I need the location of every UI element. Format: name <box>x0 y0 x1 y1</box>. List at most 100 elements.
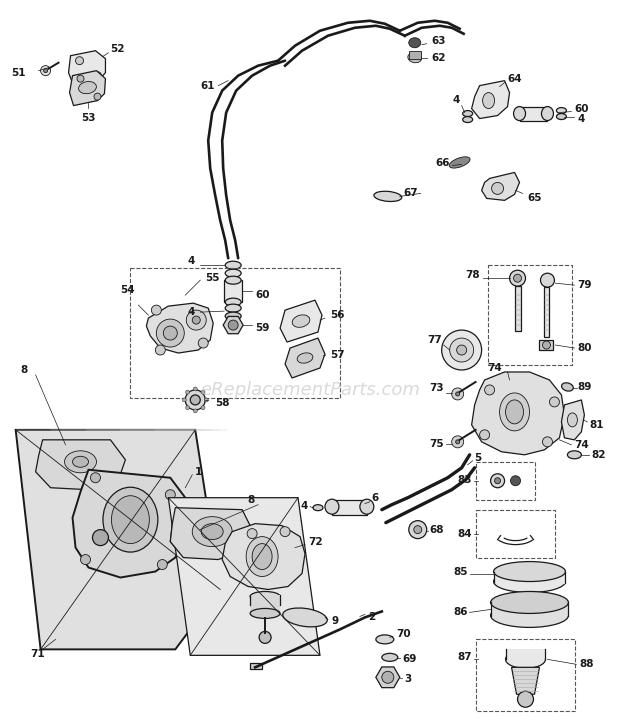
Polygon shape <box>223 317 243 333</box>
Polygon shape <box>482 173 520 200</box>
Circle shape <box>457 345 467 355</box>
Circle shape <box>414 526 422 534</box>
Text: 56: 56 <box>330 310 345 320</box>
Text: 87: 87 <box>457 652 472 662</box>
Text: 4: 4 <box>188 256 195 266</box>
Circle shape <box>480 430 490 440</box>
Ellipse shape <box>562 383 574 391</box>
Bar <box>490 603 569 617</box>
Text: 83: 83 <box>457 475 472 485</box>
Ellipse shape <box>325 499 339 514</box>
Ellipse shape <box>297 353 313 363</box>
Text: 79: 79 <box>577 280 592 290</box>
Circle shape <box>40 66 51 76</box>
Text: 75: 75 <box>429 439 444 449</box>
Polygon shape <box>35 440 125 490</box>
Ellipse shape <box>541 106 554 121</box>
Text: 63: 63 <box>432 36 446 46</box>
Bar <box>505 649 546 660</box>
Circle shape <box>280 526 290 537</box>
Polygon shape <box>146 303 213 353</box>
Text: 6: 6 <box>372 493 379 503</box>
Text: 8: 8 <box>20 365 28 375</box>
Bar <box>494 571 565 584</box>
Ellipse shape <box>513 106 526 121</box>
Circle shape <box>201 390 205 394</box>
Circle shape <box>94 93 101 100</box>
Text: 78: 78 <box>465 270 480 280</box>
Polygon shape <box>168 498 320 655</box>
Text: 58: 58 <box>215 398 230 408</box>
Text: 55: 55 <box>205 273 219 283</box>
Circle shape <box>409 521 427 539</box>
Text: 66: 66 <box>435 159 449 168</box>
Circle shape <box>190 395 200 405</box>
Circle shape <box>450 338 474 362</box>
Circle shape <box>193 387 197 391</box>
Ellipse shape <box>567 451 582 459</box>
Ellipse shape <box>500 393 529 431</box>
Text: 3: 3 <box>405 674 412 684</box>
Circle shape <box>485 385 495 395</box>
Text: 4: 4 <box>577 114 585 124</box>
Circle shape <box>192 316 200 324</box>
Circle shape <box>193 409 197 413</box>
Text: 2: 2 <box>368 612 375 622</box>
Text: 62: 62 <box>432 52 446 63</box>
Circle shape <box>163 326 177 340</box>
Circle shape <box>204 398 208 402</box>
Text: eReplacementParts.com: eReplacementParts.com <box>200 381 420 399</box>
Text: 89: 89 <box>577 382 591 392</box>
Ellipse shape <box>556 114 567 119</box>
Bar <box>487 265 572 365</box>
Text: 64: 64 <box>508 74 522 84</box>
Ellipse shape <box>360 499 374 514</box>
Ellipse shape <box>252 544 272 569</box>
Circle shape <box>92 530 108 545</box>
Ellipse shape <box>225 276 241 284</box>
Circle shape <box>518 692 533 707</box>
Text: 68: 68 <box>430 525 445 534</box>
Text: 5: 5 <box>475 453 482 463</box>
Text: 59: 59 <box>255 323 270 333</box>
Polygon shape <box>512 668 539 695</box>
Circle shape <box>549 397 559 407</box>
Text: 53: 53 <box>81 113 95 122</box>
Circle shape <box>452 436 464 448</box>
Bar <box>539 340 554 350</box>
Bar <box>224 280 242 302</box>
Circle shape <box>456 440 459 444</box>
Ellipse shape <box>64 451 97 472</box>
Circle shape <box>495 478 500 483</box>
Ellipse shape <box>225 298 241 306</box>
Circle shape <box>81 555 91 564</box>
Text: 60: 60 <box>574 103 589 114</box>
Ellipse shape <box>246 537 278 577</box>
Text: 81: 81 <box>590 420 604 430</box>
Ellipse shape <box>192 517 232 547</box>
Circle shape <box>156 319 184 347</box>
Ellipse shape <box>374 191 402 202</box>
Polygon shape <box>285 338 325 378</box>
Polygon shape <box>16 430 220 649</box>
Bar <box>476 639 575 711</box>
Circle shape <box>77 75 84 82</box>
Ellipse shape <box>382 653 398 661</box>
Ellipse shape <box>112 496 149 544</box>
Ellipse shape <box>250 609 280 618</box>
Circle shape <box>382 671 394 684</box>
Circle shape <box>228 320 238 330</box>
Bar <box>515 286 521 331</box>
Text: 74: 74 <box>574 440 589 450</box>
Circle shape <box>247 529 257 539</box>
Circle shape <box>43 68 48 73</box>
Circle shape <box>182 398 186 402</box>
Ellipse shape <box>313 505 323 510</box>
Circle shape <box>492 183 503 194</box>
Text: 88: 88 <box>580 660 594 669</box>
Text: 71: 71 <box>30 649 45 660</box>
Text: 74: 74 <box>487 363 502 373</box>
Polygon shape <box>222 523 305 590</box>
Bar <box>476 510 556 558</box>
Circle shape <box>156 345 166 355</box>
